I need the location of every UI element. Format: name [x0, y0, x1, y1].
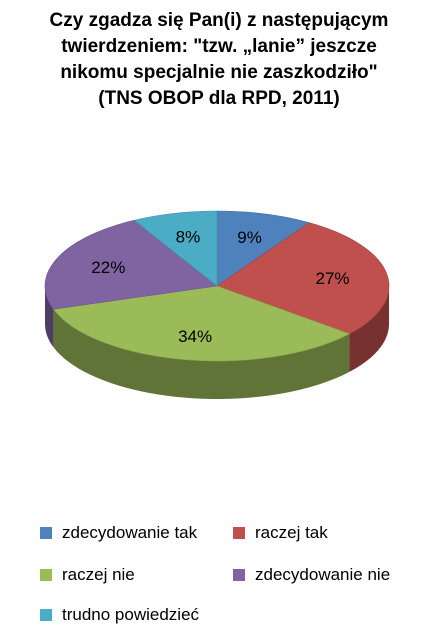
chart-title-line: twierdzeniem: "tzw. „lanie” jeszcze — [61, 36, 377, 57]
pie-slice — [44, 219, 218, 310]
legend-item: zdecydowanie tak — [40, 522, 197, 544]
legend-label: raczej tak — [255, 523, 328, 542]
legend-label: zdecydowanie tak — [62, 523, 198, 542]
legend-swatch — [233, 569, 245, 581]
pie-slice-side — [349, 286, 389, 372]
legend-label: raczej nie — [62, 565, 135, 584]
pie-data-label: 8% — [176, 228, 201, 247]
pie-slice-side — [53, 309, 350, 399]
legend-item: raczej tak — [233, 522, 328, 544]
legend-label: trudno powiedzieć — [62, 605, 200, 624]
chart-title: Czy zgadza się Pan(i) z następującym twi… — [0, 8, 438, 112]
chart-title-line: (TNS OBOP dla RPD, 2011) — [98, 88, 340, 109]
pie-data-label: 9% — [237, 228, 262, 247]
legend-label: zdecydowanie nie — [255, 565, 391, 584]
pie-slice — [52, 285, 351, 362]
legend-swatch — [40, 569, 52, 581]
legend-item: trudno powiedzieć — [40, 604, 199, 626]
pie-data-label: 22% — [91, 258, 125, 277]
pie-slice-side — [45, 286, 54, 348]
chart-title-line: Czy zgadza się Pan(i) z następującym — [49, 10, 389, 31]
pie-slice — [216, 210, 310, 287]
pie-slice — [133, 210, 218, 287]
legend-swatch — [233, 527, 245, 539]
pie-data-label: 34% — [178, 327, 212, 346]
legend-item: zdecydowanie nie — [233, 564, 390, 586]
legend-swatch — [40, 609, 52, 621]
pie-data-label: 27% — [315, 269, 349, 288]
legend-item: raczej nie — [40, 564, 135, 586]
legend-swatch — [40, 527, 52, 539]
pie-slice — [216, 222, 390, 335]
chart-title-line: nikomu specjalnie nie zaszkodziło" — [60, 62, 378, 83]
